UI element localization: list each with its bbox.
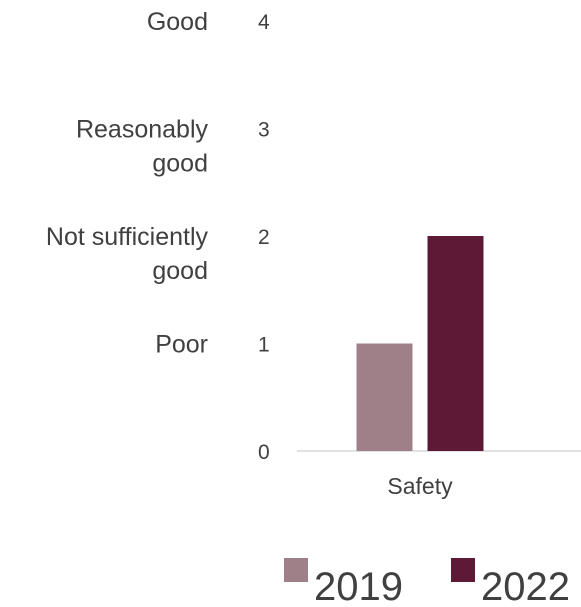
- legend-swatch-2019: [284, 558, 308, 582]
- rating-label: Not sufficiently: [46, 223, 209, 251]
- bar-2019-safety: [356, 343, 413, 451]
- x-tick-label: Safety: [387, 473, 453, 499]
- rating-label: good: [152, 150, 208, 178]
- bars: [356, 236, 484, 451]
- y-tick-label: 0: [258, 441, 270, 464]
- rating-label: good: [152, 257, 208, 285]
- y-tick-label: 3: [258, 119, 270, 142]
- y-tick-label: 4: [258, 11, 270, 34]
- y-tick-label: 1: [258, 334, 270, 357]
- bar-2022-safety: [427, 236, 484, 451]
- legend-label-2022: 2022: [481, 565, 570, 607]
- legend-swatch-2022: [451, 558, 475, 582]
- y-tick-label: 2: [258, 226, 270, 249]
- y-axis-labels: 0 1 Poor 2 Not sufficiently good 3 Reasonably go…: [46, 8, 270, 464]
- legend-label-2019: 2019: [314, 565, 403, 607]
- legend: 2019 2022: [284, 558, 570, 607]
- rating-label: Poor: [155, 331, 208, 359]
- rating-label: Reasonably: [76, 116, 209, 144]
- x-axis-labels: Safety: [387, 473, 453, 499]
- rating-label: Good: [147, 8, 208, 36]
